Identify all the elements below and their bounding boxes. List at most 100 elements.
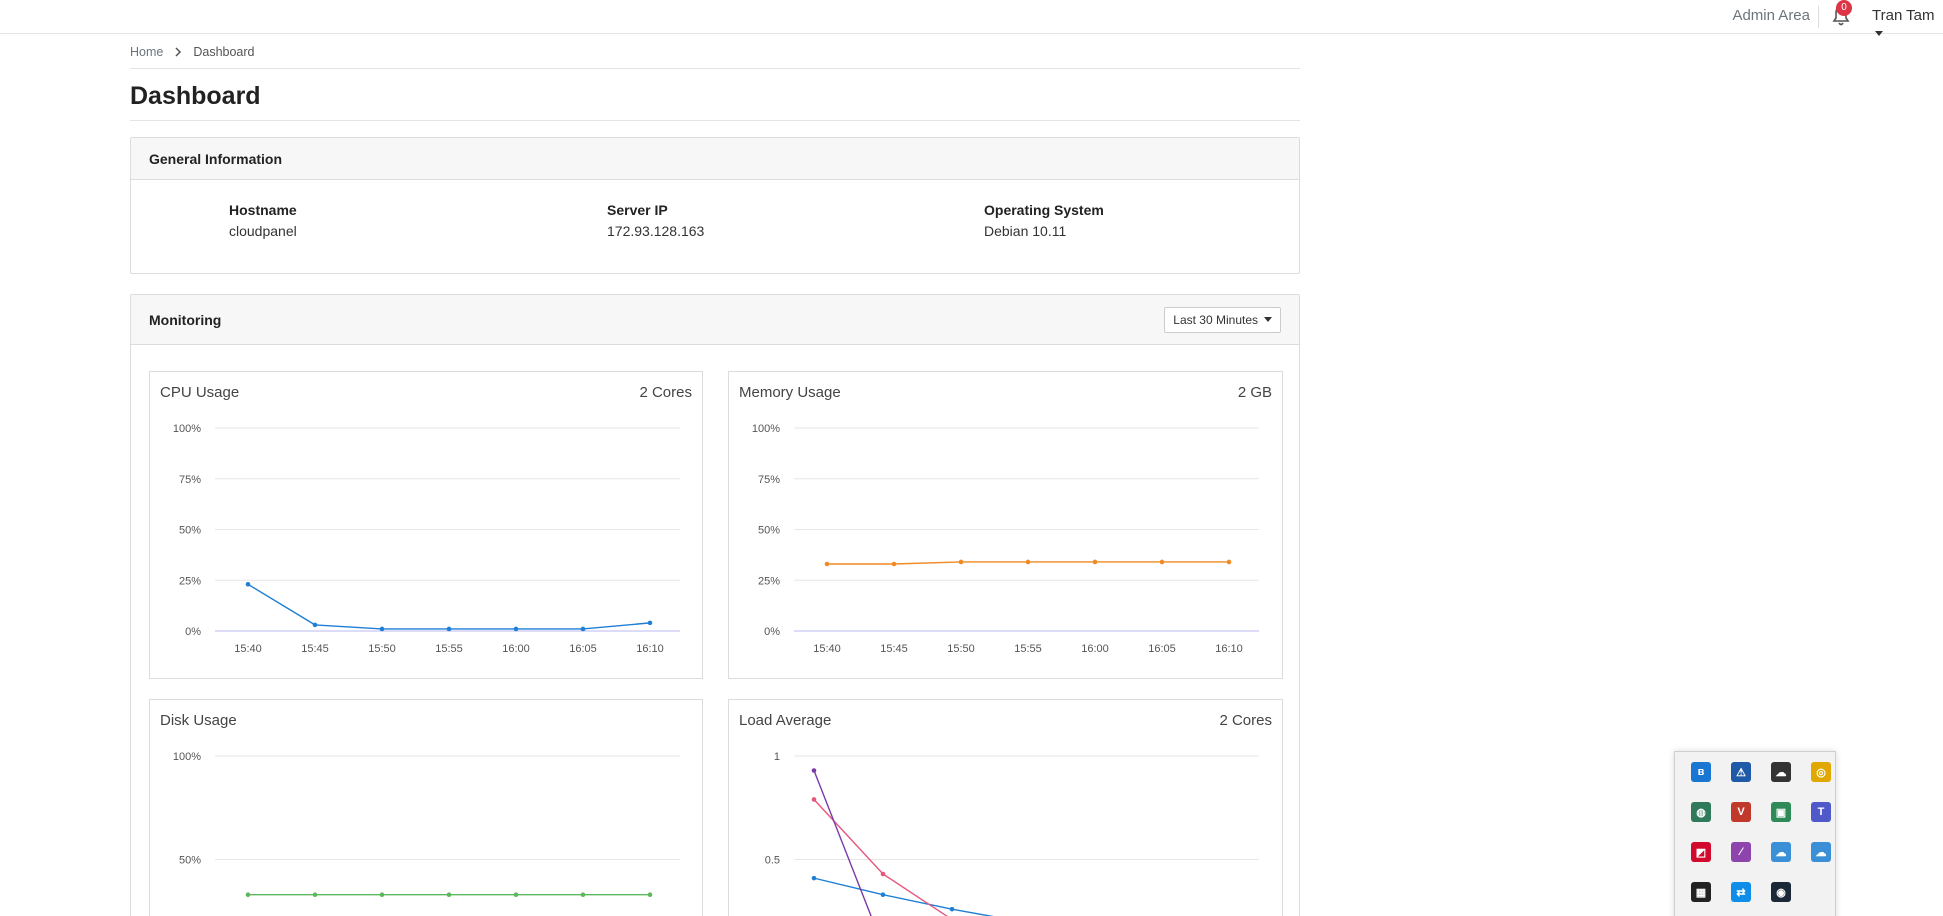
cloud-sync-2-icon[interactable]: ☁ bbox=[1811, 842, 1831, 862]
data-point bbox=[824, 561, 830, 567]
card-title: Monitoring bbox=[149, 311, 222, 328]
chart-plot: 0% 25% 50% 75% 100% 15:40 15:45 15:50 15:55 16:00… bbox=[752, 423, 1259, 655]
top-navbar: Admin Area 0 Tran Tam bbox=[0, 0, 1943, 36]
breadcrumb-home[interactable]: Home bbox=[130, 45, 164, 59]
onedrive-off-icon[interactable]: ☁ bbox=[1771, 762, 1791, 782]
load-average-chart: Load Average 2 Cores 0.5 1 bbox=[728, 699, 1283, 916]
data-point bbox=[880, 871, 886, 877]
y-tick-label: 100% bbox=[173, 751, 201, 763]
v-app-icon[interactable]: V bbox=[1731, 802, 1751, 822]
x-tick-label: 16:05 bbox=[569, 643, 597, 655]
cpu-usage-chart: CPU Usage 2 Cores 0% 25% 50% 75% 100% 15:40 15… bbox=[149, 371, 703, 679]
x-tick-label: 15:55 bbox=[435, 643, 463, 655]
navbar-divider bbox=[1818, 6, 1819, 28]
series-line bbox=[247, 583, 651, 630]
chart-plot: 50% 100% bbox=[173, 751, 680, 897]
data-point bbox=[811, 768, 817, 773]
data-point bbox=[312, 622, 318, 628]
y-tick-label: 50% bbox=[758, 525, 780, 537]
data-point bbox=[1159, 559, 1165, 565]
bluetooth-icon[interactable]: ʙ bbox=[1691, 762, 1711, 782]
system-tray-overflow: ʙ ⚠ ☁ ◎ ◍ V ▣ T ◩ ⁄ ☁ ☁ ▦ ⇄ ◉ bbox=[1674, 751, 1836, 916]
monitoring-card: Monitoring Last 30 Minutes CPU Usage 2 C… bbox=[130, 294, 1300, 916]
info-value: Debian 10.11 bbox=[984, 223, 1067, 239]
y-tick-label: 75% bbox=[179, 474, 201, 486]
y-tick-label: 1 bbox=[774, 751, 780, 763]
notification-badge: 0 bbox=[1836, 0, 1852, 16]
data-point bbox=[958, 559, 964, 565]
memory-usage-chart: Memory Usage 2 GB 0% 25% 50% 75% 100% 15:40 15… bbox=[728, 371, 1283, 679]
general-information-card: General Information Hostname cloudpanel … bbox=[130, 137, 1300, 274]
admin-area-link[interactable]: Admin Area bbox=[1732, 7, 1810, 24]
series-line bbox=[813, 798, 948, 916]
x-tick-label: 15:40 bbox=[234, 643, 262, 655]
chevron-down-icon bbox=[1875, 30, 1883, 36]
divider bbox=[130, 68, 1300, 69]
teamviewer-icon[interactable]: ⇄ bbox=[1731, 882, 1751, 902]
info-value: 172.93.128.163 bbox=[607, 223, 705, 239]
cloud-sync-icon[interactable]: ☁ bbox=[1771, 842, 1791, 862]
data-point bbox=[647, 620, 653, 626]
y-tick-label: 25% bbox=[179, 575, 201, 587]
data-point bbox=[1092, 559, 1098, 565]
disk-usage-chart: Disk Usage 50% 100% bbox=[149, 699, 703, 916]
keyboard-icon[interactable]: ▦ bbox=[1691, 882, 1711, 902]
card-title: General Information bbox=[149, 150, 283, 167]
server-ip-info: Server IP 172.93.128.163 bbox=[607, 202, 704, 239]
series-line bbox=[813, 770, 872, 916]
info-label: Operating System bbox=[984, 202, 1104, 218]
y-tick-label: 75% bbox=[758, 474, 780, 486]
data-point bbox=[1025, 559, 1031, 565]
hostname-info: Hostname cloudpanel bbox=[229, 202, 297, 239]
breadcrumb-current: Dashboard bbox=[193, 45, 255, 59]
card-header: General Information bbox=[131, 138, 1299, 180]
x-tick-label: 16:00 bbox=[502, 643, 530, 655]
network-globe-icon[interactable]: ◍ bbox=[1691, 802, 1711, 822]
feather-icon[interactable]: ⁄ bbox=[1731, 842, 1751, 862]
data-point bbox=[811, 875, 817, 881]
data-point bbox=[880, 892, 886, 897]
x-tick-label: 15:50 bbox=[947, 643, 975, 655]
steam-icon[interactable]: ◉ bbox=[1771, 882, 1791, 902]
time-range-dropdown[interactable]: Last 30 Minutes bbox=[1164, 306, 1281, 333]
info-label: Hostname bbox=[229, 202, 297, 218]
chevron-right-icon bbox=[175, 47, 182, 57]
chart-plot: 0% 25% 50% 75% 100% 15:40 15:45 15:50 15:55 16:00… bbox=[173, 423, 680, 655]
data-point bbox=[312, 892, 318, 897]
page-title: Dashboard bbox=[130, 82, 261, 110]
info-label: Server IP bbox=[607, 202, 668, 218]
defender-warning-icon[interactable]: ⚠ bbox=[1731, 762, 1751, 782]
x-tick-label: 15:55 bbox=[1014, 643, 1042, 655]
data-point bbox=[446, 626, 452, 632]
series-line bbox=[813, 877, 994, 916]
chart-title: Load Average bbox=[739, 712, 832, 729]
data-point bbox=[580, 626, 586, 632]
chart-badge: 2 Cores bbox=[639, 384, 692, 401]
chrome-icon[interactable]: ◎ bbox=[1811, 762, 1831, 782]
user-menu[interactable]: Tran Tam bbox=[1872, 7, 1943, 41]
chart-title: Disk Usage bbox=[160, 712, 237, 729]
x-tick-label: 16:10 bbox=[1215, 643, 1243, 655]
data-point bbox=[580, 892, 586, 897]
data-point bbox=[513, 892, 519, 897]
y-tick-label: 50% bbox=[179, 855, 201, 867]
data-point bbox=[245, 892, 251, 897]
data-point bbox=[647, 892, 653, 897]
data-point bbox=[379, 892, 385, 897]
data-point bbox=[513, 626, 519, 632]
x-tick-label: 15:45 bbox=[301, 643, 329, 655]
chart-plot: 0.51 bbox=[765, 751, 1259, 916]
data-point bbox=[446, 892, 452, 897]
x-tick-label: 15:40 bbox=[813, 643, 841, 655]
x-tick-label: 16:05 bbox=[1148, 643, 1176, 655]
user-name: Tran Tam bbox=[1872, 7, 1935, 24]
chart-title: Memory Usage bbox=[739, 384, 841, 401]
display-share-icon[interactable]: ▣ bbox=[1771, 802, 1791, 822]
y-tick-label: 25% bbox=[758, 575, 780, 587]
teams-icon[interactable]: T bbox=[1811, 802, 1831, 822]
breadcrumb: Home Dashboard bbox=[130, 45, 255, 59]
chart-title: CPU Usage bbox=[160, 384, 240, 401]
data-point bbox=[1226, 559, 1232, 565]
x-tick-label: 15:45 bbox=[880, 643, 908, 655]
amd-icon[interactable]: ◩ bbox=[1691, 842, 1711, 862]
